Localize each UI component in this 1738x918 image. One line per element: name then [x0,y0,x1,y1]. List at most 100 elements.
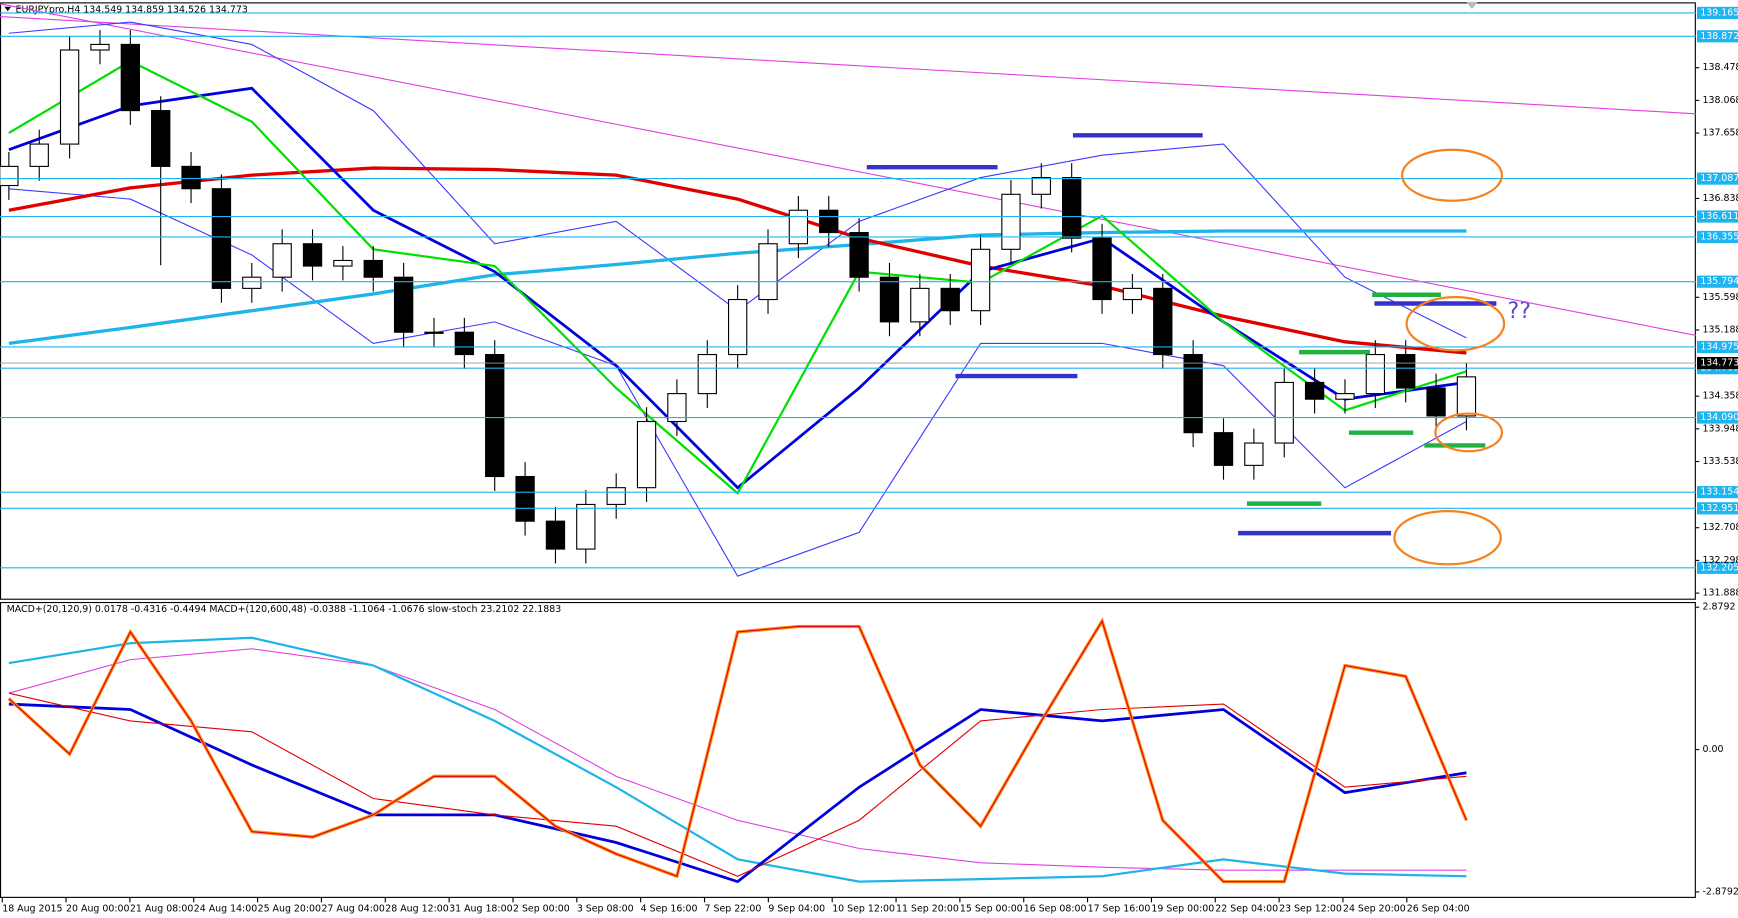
y-tick-label: 0.00 [1703,744,1724,755]
level-label: 133.154 [1700,487,1738,498]
level-label-box [1696,210,1738,223]
trendline [0,15,1696,115]
candle-body [181,165,201,190]
candle-body [727,298,748,356]
x-tick-label: 9 Sep 04:00 [768,904,825,915]
candle-body [1001,193,1021,250]
level-label-box [1696,411,1738,424]
candle-body [333,259,353,267]
candle-body [849,232,869,278]
menu-arrow[interactable] [4,6,12,12]
candle-body [1244,442,1264,466]
candle-body [1031,177,1051,195]
level-label: 134.090 [1700,412,1738,423]
candle-body [0,165,19,187]
annotation-text: ?? [1507,298,1531,324]
candle-body [302,243,323,267]
ellipse [1434,412,1504,453]
x-tick-label: 21 Aug 08:00 [130,904,193,915]
x-tick-label: 11 Sep 20:00 [896,904,959,915]
candle-body [819,209,839,234]
x-tick-label: 10 Sep 12:00 [832,904,895,915]
candle-body [272,243,292,278]
candle-body [1274,381,1294,444]
candle-body [1153,287,1173,356]
indicator-line [8,648,1467,871]
candle-body [1365,353,1386,395]
y-tick-label: 134.358 [1703,391,1738,402]
indicator-line-core [8,619,1467,883]
x-tick-label: 18 Aug 2015 [2,904,62,915]
candle-body [879,276,900,323]
y-tick-label: 133.538 [1703,456,1738,467]
candle-body [120,43,140,112]
level-label-box [1696,172,1738,185]
candle-body [485,353,505,478]
level-label: 139.165 [1700,7,1738,18]
plot-layer [0,3,1696,884]
candle-body [393,276,414,333]
level-label: 134.975 [1700,341,1738,352]
candle-body [151,110,171,167]
candle-body [1092,237,1112,301]
candle-body [667,393,687,423]
indicator-header: MACD+(20,120,9) 0.0178 -0.4316 -0.4494 M… [7,604,562,615]
shift-marker [1466,2,1478,9]
level-label-box [1696,30,1738,43]
indicator-line [8,59,1467,495]
symbol-header: EURJPYpro,H4 134.549 134.859 134.526 134… [16,5,248,16]
y-tick-label: -2.8792 [1703,886,1738,897]
level-label: 136.611 [1700,211,1738,222]
y-tick-label: 136.838 [1703,193,1738,204]
candle-body [424,331,444,334]
macd-panel-frame [0,601,1696,898]
x-tick-label: 19 Sep 00:00 [1151,904,1214,915]
candle-body [1396,353,1416,389]
candle-body [59,49,80,145]
y-tick-label: 132.708 [1703,522,1738,533]
candle-body [758,243,778,301]
candle-body [1426,387,1446,417]
x-tick-label: 17 Sep 16:00 [1088,904,1151,915]
level-label-box [1696,230,1738,244]
level-label-box [1696,6,1738,20]
indicator-line [8,702,1467,884]
current-price-box [1696,356,1738,370]
candle-body [697,353,717,395]
candle-body [1122,287,1143,301]
candle-body [1456,376,1477,417]
y-tick-label: 135.598 [1703,292,1738,303]
trendline [0,3,1696,336]
x-tick-label: 24 Sep 20:00 [1343,904,1406,915]
y-tick-label: 137.658 [1703,128,1738,139]
x-tick-label: 23 Sep 12:00 [1279,904,1342,915]
candle-body [970,248,991,312]
x-tick-label: 28 Aug 12:00 [385,904,448,915]
x-tick-label: 26 Sep 04:00 [1407,904,1470,915]
y-tick-label: 2.8792 [1703,602,1736,613]
candle-body [576,503,596,550]
y-tick-label: 133.948 [1703,423,1738,434]
main-panel-frame [0,2,1696,600]
y-tick-label: 138.068 [1703,95,1738,106]
x-tick-label: 15 Sep 00:00 [960,904,1023,915]
x-tick-label: 27 Aug 04:00 [321,904,384,915]
y-tick-label: 138.478 [1703,62,1738,73]
level-label-box [1696,275,1738,288]
level-label-box [1696,561,1738,574]
x-tick-label: 22 Sep 04:00 [1215,904,1278,915]
x-tick-label: 2 Sep 00:00 [513,904,570,915]
candle-body [211,188,232,289]
candle-body [1335,393,1355,400]
candle-body [90,43,110,51]
ellipse [1393,509,1502,566]
candle-body [363,259,383,278]
x-tick-label: 31 Aug 18:00 [449,904,512,915]
candle-body [606,487,626,505]
y-tick-label: 131.888 [1703,588,1738,599]
candle-body [1304,381,1325,400]
x-tick-label: 7 Sep 22:00 [705,904,762,915]
x-tick-label: 4 Sep 16:00 [641,904,698,915]
